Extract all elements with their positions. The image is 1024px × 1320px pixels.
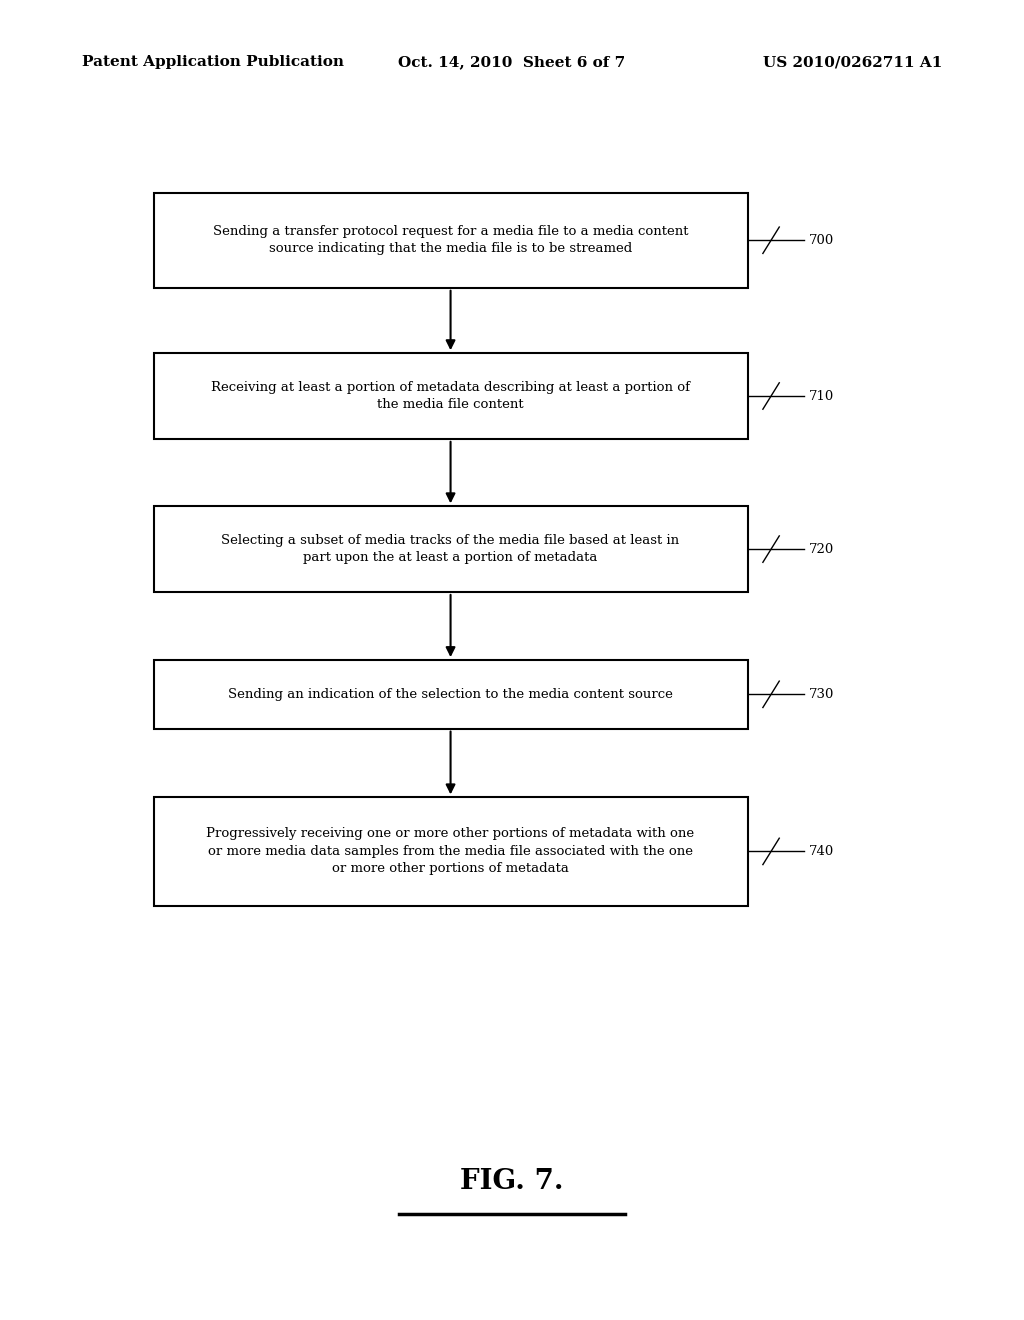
Text: Selecting a subset of media tracks of the media file based at least in
part upon: Selecting a subset of media tracks of th… [221, 533, 680, 565]
Text: Oct. 14, 2010  Sheet 6 of 7: Oct. 14, 2010 Sheet 6 of 7 [398, 55, 626, 69]
Text: FIG. 7.: FIG. 7. [460, 1168, 564, 1195]
Text: 710: 710 [809, 389, 835, 403]
Text: US 2010/0262711 A1: US 2010/0262711 A1 [763, 55, 942, 69]
Bar [154, 660, 748, 729]
Text: 730: 730 [809, 688, 835, 701]
Text: Sending a transfer protocol request for a media file to a media content
source i: Sending a transfer protocol request for … [213, 224, 688, 256]
Text: 740: 740 [809, 845, 835, 858]
Bar [154, 354, 748, 438]
Text: Sending an indication of the selection to the media content source: Sending an indication of the selection t… [228, 688, 673, 701]
Text: Patent Application Publication: Patent Application Publication [82, 55, 344, 69]
Bar [154, 506, 748, 591]
Text: Receiving at least a portion of metadata describing at least a portion of
the me: Receiving at least a portion of metadata… [211, 380, 690, 412]
Bar [154, 193, 748, 288]
Text: 720: 720 [809, 543, 835, 556]
Text: Progressively receiving one or more other portions of metadata with one
or more : Progressively receiving one or more othe… [207, 828, 694, 875]
Bar [154, 797, 748, 906]
Text: 700: 700 [809, 234, 835, 247]
